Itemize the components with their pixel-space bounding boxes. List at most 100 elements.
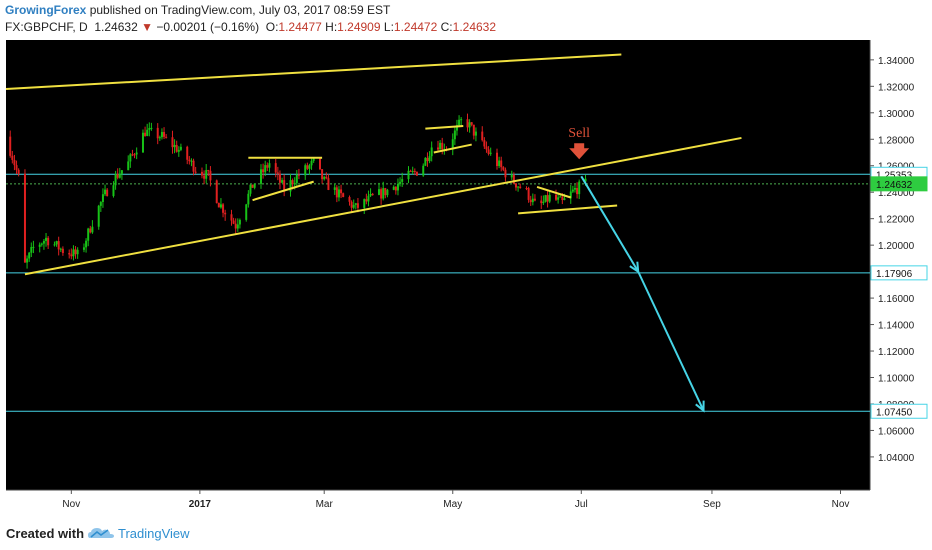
candle-body bbox=[30, 247, 33, 253]
x-tick-label: May bbox=[443, 499, 462, 510]
candle-body bbox=[47, 237, 50, 246]
candle-body bbox=[327, 178, 330, 190]
y-tick-label: 1.16000 bbox=[878, 294, 915, 305]
candle-body bbox=[348, 196, 351, 202]
candle-body bbox=[295, 174, 298, 184]
candles-group bbox=[9, 113, 587, 269]
candle-body bbox=[439, 142, 442, 150]
price-label-box bbox=[870, 403, 928, 419]
x-tick-label: Nov bbox=[832, 499, 850, 510]
price-axis bbox=[870, 40, 932, 490]
candle-body bbox=[394, 186, 397, 191]
high-value: 1.24909 bbox=[337, 20, 381, 34]
candle-body bbox=[481, 131, 484, 141]
last-price: 1.24632 bbox=[94, 20, 138, 34]
candle-body bbox=[304, 165, 307, 176]
x-tick-label: Jul bbox=[575, 499, 588, 510]
candle-body bbox=[230, 214, 233, 221]
candle-body bbox=[70, 254, 73, 257]
price-label-group: 1.24632 bbox=[870, 176, 928, 192]
author-link[interactable]: GrowingForex bbox=[5, 3, 87, 17]
price-change: −0.00201 (−0.16%) bbox=[156, 20, 260, 34]
price-label-box bbox=[870, 176, 928, 192]
candle-body bbox=[485, 146, 488, 150]
candle-body bbox=[53, 244, 56, 246]
y-tick-label: 1.22000 bbox=[878, 215, 915, 226]
candle-body bbox=[200, 171, 203, 176]
candle-body bbox=[584, 178, 587, 182]
candle-body bbox=[325, 176, 328, 179]
candle-body bbox=[441, 142, 444, 150]
candle-body bbox=[466, 119, 469, 128]
candle-body bbox=[190, 160, 193, 162]
candle-body bbox=[133, 154, 136, 156]
y-tick-label: 1.20000 bbox=[878, 241, 915, 252]
candle-body bbox=[323, 176, 326, 180]
candle-body bbox=[291, 180, 294, 185]
candle-body bbox=[555, 194, 558, 200]
trendline bbox=[425, 125, 464, 130]
candle-body bbox=[245, 204, 248, 220]
candle-body bbox=[207, 170, 210, 172]
candle-body bbox=[399, 181, 402, 184]
candle-body bbox=[264, 165, 267, 173]
candle-body bbox=[249, 184, 252, 194]
candle-body bbox=[437, 147, 439, 150]
candle-body bbox=[335, 187, 338, 198]
candle-body bbox=[276, 172, 279, 174]
open-label: O: bbox=[265, 20, 279, 34]
candle-body bbox=[576, 188, 579, 195]
candle-body bbox=[146, 129, 149, 136]
candle-body bbox=[409, 170, 412, 172]
y-tick-label: 1.06000 bbox=[878, 426, 915, 437]
candle-body bbox=[310, 160, 313, 166]
candle-body bbox=[356, 203, 359, 208]
candle-body bbox=[455, 125, 458, 131]
candle-body bbox=[529, 199, 532, 203]
candle-body bbox=[318, 158, 321, 170]
symbol-label: FX:GBPCHF, D bbox=[5, 20, 88, 34]
published-text: published on TradingView.com, July 03, 2… bbox=[89, 3, 391, 17]
candle-body bbox=[458, 119, 461, 126]
candle-body bbox=[238, 219, 241, 225]
sell-arrow-icon bbox=[569, 143, 590, 160]
candle-body bbox=[293, 183, 296, 185]
candle-body bbox=[306, 165, 309, 169]
candle-body bbox=[247, 193, 250, 205]
candle-body bbox=[150, 127, 153, 129]
candle-body bbox=[569, 191, 572, 199]
candle-body bbox=[371, 193, 374, 195]
candle-body bbox=[268, 163, 271, 168]
price-label-text: 1.25353 bbox=[876, 170, 913, 181]
close-value: 1.24632 bbox=[452, 20, 497, 34]
candle-body bbox=[72, 249, 75, 257]
footer: Created with TradingView bbox=[0, 518, 932, 550]
y-tick-label: 1.10000 bbox=[878, 374, 915, 385]
candle-body bbox=[548, 194, 551, 202]
candle-body bbox=[163, 132, 166, 137]
candle-body bbox=[251, 184, 254, 188]
candle-body bbox=[382, 188, 385, 199]
candle-body bbox=[224, 212, 227, 215]
candle-body bbox=[57, 241, 60, 250]
candle-body bbox=[171, 137, 174, 148]
candle-body bbox=[266, 165, 269, 168]
candle-body bbox=[222, 204, 225, 213]
tradingview-brand[interactable]: TradingView bbox=[118, 526, 190, 541]
candle-body bbox=[561, 196, 564, 200]
candle-body bbox=[350, 201, 353, 208]
candle-body bbox=[451, 139, 454, 150]
publish-line: GrowingForex published on TradingView.co… bbox=[5, 3, 390, 17]
candle-body bbox=[386, 189, 389, 196]
price-chart[interactable]: 1.340001.320001.300001.280001.260001.240… bbox=[0, 40, 932, 518]
price-label-box bbox=[870, 265, 928, 281]
candle-body bbox=[9, 136, 12, 156]
candle-body bbox=[262, 169, 265, 173]
candle-body bbox=[559, 196, 562, 198]
plot-area bbox=[6, 40, 870, 490]
candle-body bbox=[573, 188, 576, 190]
projection-arrow-line bbox=[637, 271, 705, 412]
candle-body bbox=[112, 185, 115, 197]
candle-body bbox=[101, 194, 104, 203]
candle-body bbox=[531, 198, 534, 203]
